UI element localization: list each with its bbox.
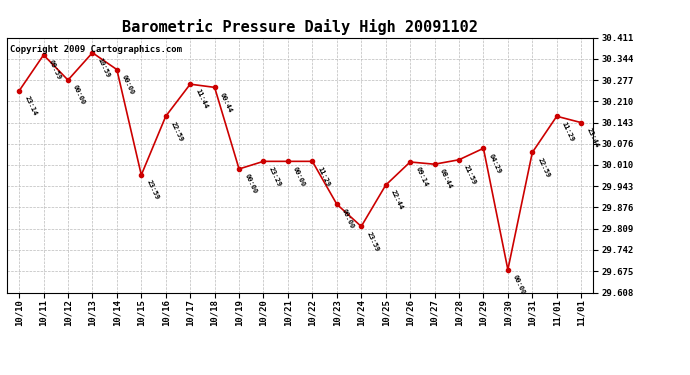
Text: 11:29: 11:29 xyxy=(561,120,575,142)
Text: 00:00: 00:00 xyxy=(341,209,355,230)
Text: 11:29: 11:29 xyxy=(317,165,331,187)
Title: Barometric Pressure Daily High 20091102: Barometric Pressure Daily High 20091102 xyxy=(122,19,478,35)
Text: 23:59: 23:59 xyxy=(146,179,160,201)
Text: 00:00: 00:00 xyxy=(72,84,86,106)
Text: 08:44: 08:44 xyxy=(439,168,453,190)
Text: 23:59: 23:59 xyxy=(366,231,380,252)
Text: 00:00: 00:00 xyxy=(121,74,135,96)
Text: 00:44: 00:44 xyxy=(219,92,233,113)
Text: 22:44: 22:44 xyxy=(390,189,404,211)
Text: 00:00: 00:00 xyxy=(292,165,306,187)
Text: Copyright 2009 Cartographics.com: Copyright 2009 Cartographics.com xyxy=(10,45,182,54)
Text: 09:14: 09:14 xyxy=(414,166,428,188)
Text: 10:59: 10:59 xyxy=(97,57,111,79)
Text: 00:00: 00:00 xyxy=(243,173,257,195)
Text: 00:00: 00:00 xyxy=(512,274,526,296)
Text: 09:59: 09:59 xyxy=(48,59,62,81)
Text: 21:59: 21:59 xyxy=(463,164,477,186)
Text: 22:59: 22:59 xyxy=(170,120,184,142)
Text: 23:14: 23:14 xyxy=(23,95,38,117)
Text: 23:44: 23:44 xyxy=(585,127,600,148)
Text: 04:29: 04:29 xyxy=(488,153,502,174)
Text: 23:29: 23:29 xyxy=(268,165,282,187)
Text: 22:59: 22:59 xyxy=(536,157,551,178)
Text: 11:44: 11:44 xyxy=(195,88,209,110)
